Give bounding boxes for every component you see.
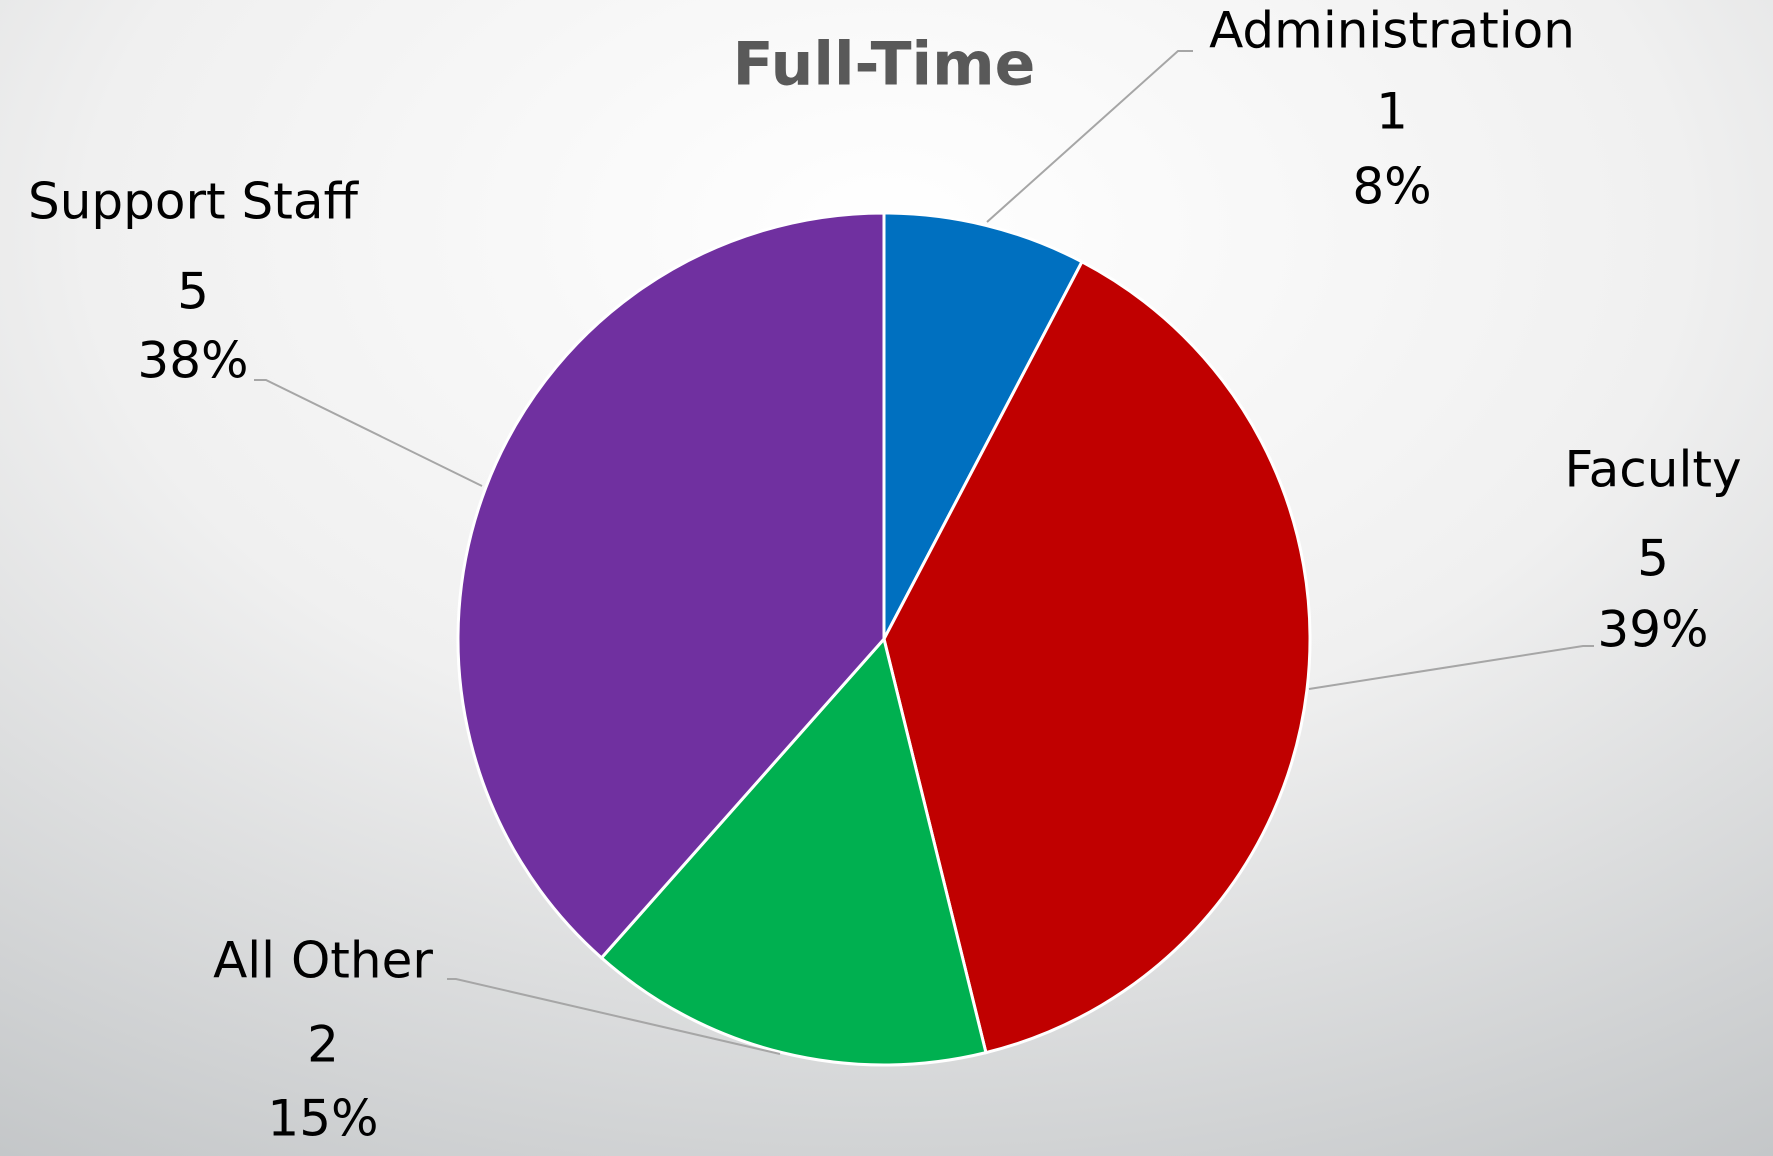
pie bbox=[456, 211, 1312, 1067]
category-label: All Other bbox=[213, 932, 433, 990]
percent-label: 15% bbox=[267, 1090, 378, 1148]
pie-slice bbox=[882, 211, 1084, 640]
chart-title: Full-Time bbox=[733, 30, 1036, 100]
value-label: 5 bbox=[1637, 530, 1669, 588]
pie-slice bbox=[882, 259, 1312, 1055]
value-label: 5 bbox=[177, 263, 209, 321]
value-label: 2 bbox=[307, 1016, 339, 1074]
category-label: Administration bbox=[1209, 2, 1575, 60]
value-label: 1 bbox=[1376, 83, 1408, 141]
percent-label: 39% bbox=[1597, 601, 1708, 659]
pie-slice bbox=[456, 211, 886, 960]
leader-line bbox=[254, 379, 483, 487]
leader-line bbox=[986, 50, 1193, 223]
category-label: Support Staff bbox=[28, 173, 360, 231]
pie-slice bbox=[599, 635, 988, 1067]
percent-label: 8% bbox=[1352, 158, 1431, 216]
category-label: Faculty bbox=[1564, 441, 1741, 499]
leader-line bbox=[1308, 645, 1594, 690]
leader-line bbox=[447, 978, 781, 1055]
percent-label: 38% bbox=[137, 332, 248, 390]
